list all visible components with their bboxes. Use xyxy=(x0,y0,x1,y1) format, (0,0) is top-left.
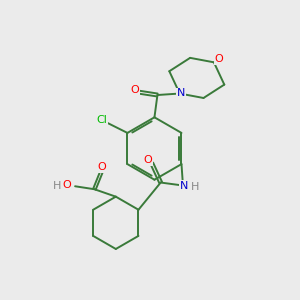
Text: H: H xyxy=(52,181,61,191)
Text: H: H xyxy=(191,182,200,192)
Text: Cl: Cl xyxy=(97,116,108,125)
Text: N: N xyxy=(177,88,185,98)
Text: O: O xyxy=(144,155,153,165)
Text: O: O xyxy=(214,54,223,64)
Text: N: N xyxy=(180,181,188,191)
Text: O: O xyxy=(62,180,71,190)
Text: O: O xyxy=(130,85,139,95)
Text: O: O xyxy=(98,162,106,172)
